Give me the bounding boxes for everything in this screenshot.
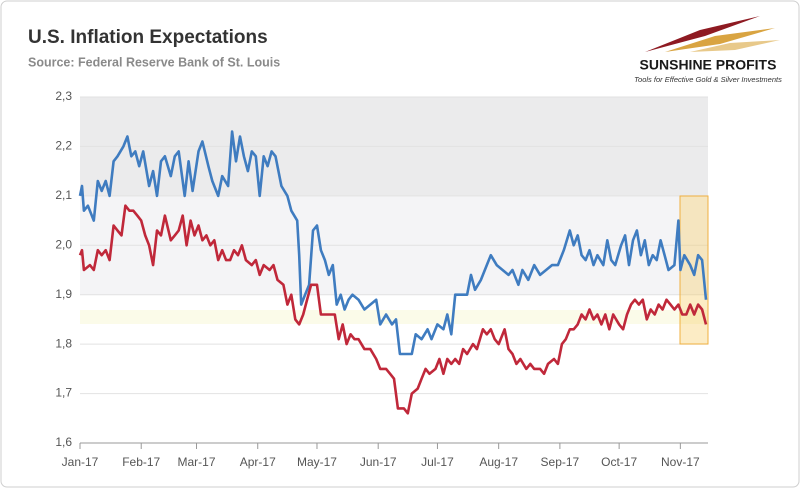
- chart-subtitle: Source: Federal Reserve Bank of St. Loui…: [28, 55, 280, 69]
- line: [78, 204, 708, 415]
- line: [78, 130, 708, 356]
- y-tick-label: 1,6: [55, 435, 72, 449]
- y-tick-label: 2,0: [55, 237, 72, 251]
- y-tick-label: 2,3: [55, 89, 72, 103]
- x-tick-label: Mar-17: [178, 455, 216, 469]
- x-tick-label: Apr-17: [240, 455, 276, 469]
- x-tick-label: May-17: [297, 455, 337, 469]
- x-tick-label: Feb-17: [122, 455, 160, 469]
- x-tick-label: Jul-17: [421, 455, 454, 469]
- x-tick-label: Aug-17: [479, 455, 518, 469]
- x-tick-label: Oct-17: [601, 455, 637, 469]
- logo: SUNSHINE PROFITS Tools for Effective Gol…: [634, 16, 782, 84]
- logo-swoosh: [665, 28, 775, 52]
- y-tick-label: 1,7: [55, 386, 72, 400]
- chart-title: U.S. Inflation Expectations: [28, 27, 268, 48]
- y-tick-label: 2,2: [55, 139, 72, 153]
- x-tick-label: Jan-17: [62, 455, 99, 469]
- logo-swoosh: [645, 16, 760, 52]
- x-tick-label: Jun-17: [360, 455, 397, 469]
- logo-name: SUNSHINE PROFITS: [640, 57, 777, 73]
- x-tick-label: Sep-17: [541, 455, 580, 469]
- x-tick-label: Nov-17: [661, 455, 700, 469]
- y-tick-label: 2,1: [55, 188, 72, 202]
- logo-tagline: Tools for Effective Gold & Silver Invest…: [634, 75, 782, 84]
- band: [80, 310, 708, 324]
- logo-swoosh: [690, 40, 780, 52]
- y-tick-label: 1,9: [55, 287, 72, 301]
- y-tick-label: 1,8: [55, 336, 72, 350]
